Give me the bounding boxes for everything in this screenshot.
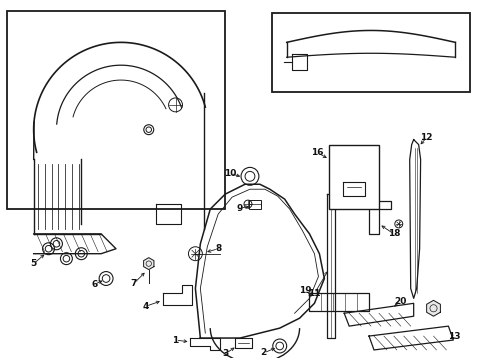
- Text: 12: 12: [420, 133, 433, 142]
- Text: 5: 5: [30, 259, 37, 268]
- Text: 19: 19: [299, 286, 312, 295]
- Text: 10: 10: [224, 169, 236, 178]
- Text: 15: 15: [452, 46, 465, 55]
- Bar: [272, 13, 470, 92]
- Polygon shape: [347, 154, 361, 170]
- Text: 7: 7: [131, 279, 137, 288]
- Text: 13: 13: [448, 332, 461, 341]
- Text: 3: 3: [222, 350, 228, 359]
- Text: 14: 14: [271, 18, 284, 27]
- Text: 18: 18: [388, 229, 400, 238]
- Text: 4: 4: [143, 302, 149, 311]
- Text: 9: 9: [237, 203, 243, 212]
- Text: 1: 1: [172, 336, 179, 345]
- Bar: [7, 10, 225, 209]
- Bar: [329, 145, 379, 209]
- Text: 17: 17: [363, 167, 375, 176]
- Text: 8: 8: [215, 244, 221, 253]
- Text: 6: 6: [91, 280, 98, 289]
- Text: 20: 20: [394, 297, 407, 306]
- Polygon shape: [144, 258, 154, 270]
- Polygon shape: [427, 300, 441, 316]
- Bar: [249, 200, 261, 208]
- Text: 2: 2: [261, 348, 267, 357]
- Text: 11: 11: [308, 289, 320, 298]
- Text: 16: 16: [311, 148, 324, 157]
